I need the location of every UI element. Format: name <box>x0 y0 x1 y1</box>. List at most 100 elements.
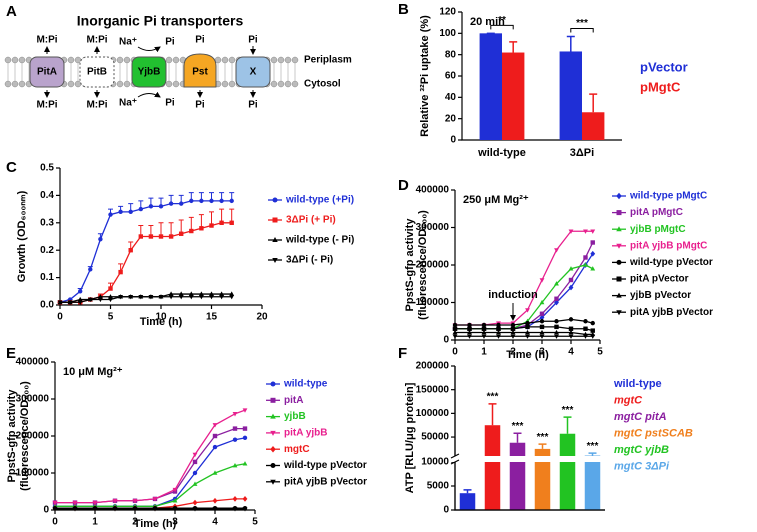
marker <box>270 413 276 419</box>
error-bar <box>219 208 225 223</box>
marker <box>67 300 73 305</box>
error-bar <box>488 403 497 426</box>
significance-bracket <box>570 28 594 33</box>
marker <box>583 255 588 260</box>
lipid-head <box>116 56 124 64</box>
marker <box>192 481 198 486</box>
marker <box>272 258 278 263</box>
y-tick-label: 400000 <box>16 357 50 368</box>
marker <box>568 229 574 234</box>
marker <box>229 291 235 296</box>
substrate-label: Pi <box>195 35 205 46</box>
marker <box>496 329 501 335</box>
y-tick-label: 0.0 <box>40 300 54 311</box>
y-tick-label: 120 <box>439 7 456 18</box>
marker <box>467 326 472 331</box>
legend-label: wild-type <box>613 378 662 390</box>
lipid-head <box>270 56 278 64</box>
bar <box>509 462 526 510</box>
marker <box>112 498 118 504</box>
error-bar <box>566 35 575 52</box>
marker <box>229 220 234 225</box>
marker <box>242 507 248 512</box>
x-tick-label: 20 <box>256 312 268 323</box>
transporter-name: Pst <box>192 67 208 78</box>
legend-label: pitA yjbB pVector <box>284 476 367 487</box>
x-tick-label: 1 <box>481 347 487 358</box>
y-tick-label: 0 <box>450 135 456 146</box>
marker <box>148 204 154 209</box>
marker <box>568 317 574 322</box>
bar <box>502 52 525 140</box>
y-axis-label: ATP [RLU/μg protein] <box>404 382 416 493</box>
y-axis-label: (fluorescence/OD₆₀₀) <box>417 210 429 320</box>
y-tick-label: 0 <box>43 505 49 516</box>
transporter-name: X <box>250 67 257 78</box>
marker <box>270 479 276 485</box>
marker <box>539 299 545 305</box>
marker <box>178 291 184 296</box>
lipid-head <box>221 80 229 88</box>
marker <box>212 507 218 512</box>
marker <box>554 248 559 253</box>
marker <box>496 334 501 339</box>
lipid-head <box>172 80 180 88</box>
ion-label: Na⁺ <box>119 37 137 48</box>
marker <box>568 284 574 291</box>
legend-label: wild-type pVector <box>629 257 713 268</box>
panel-label: B <box>398 1 409 18</box>
lipid-head <box>172 56 180 64</box>
legend-label: pVector <box>640 59 688 74</box>
legend-label: pMgtC <box>640 79 681 94</box>
legend-label: wild-type <box>283 379 328 390</box>
marker <box>270 463 276 468</box>
marker <box>138 206 143 212</box>
marker <box>108 294 113 299</box>
marker <box>118 295 124 300</box>
marker <box>88 267 93 272</box>
marker <box>168 295 174 300</box>
marker <box>108 297 113 303</box>
marker <box>92 507 98 512</box>
marker <box>192 459 198 465</box>
error-bar <box>178 219 184 234</box>
y-axis-label: Growth (OD₆₀₀ₙₘ) <box>16 190 28 282</box>
marker <box>118 209 123 215</box>
lipid-head <box>18 56 26 64</box>
marker <box>212 423 218 428</box>
legend-label: mgtC <box>614 394 643 406</box>
marker <box>270 430 276 436</box>
lipid-head <box>11 80 19 88</box>
marker <box>270 397 276 403</box>
lipid-head <box>165 56 173 64</box>
transporter-name: PitA <box>37 67 57 78</box>
significance-label: *** <box>576 18 588 29</box>
marker <box>525 324 530 330</box>
marker <box>52 507 58 512</box>
marker <box>178 295 184 300</box>
marker <box>152 497 158 502</box>
y-tick-label: 100000 <box>16 468 50 479</box>
legend-label: mgtC 3ΔPi <box>614 460 670 472</box>
x-axis-label: Time (h) <box>506 349 549 361</box>
marker <box>583 319 588 324</box>
marker <box>616 210 622 216</box>
marker <box>510 334 516 339</box>
marker <box>98 237 103 242</box>
legend-label: pitA yjbB pVector <box>630 307 713 318</box>
marker <box>467 322 472 328</box>
marker <box>97 294 103 299</box>
marker <box>209 223 214 228</box>
panel-label: F <box>398 345 407 362</box>
marker <box>229 295 235 300</box>
y-tick-label: 5000 <box>427 481 450 492</box>
bar <box>484 425 501 456</box>
x-tick-label: 0 <box>452 347 458 358</box>
marker <box>189 228 194 234</box>
bar <box>459 493 476 510</box>
y-axis-label: Relative ³²Pi uptake (%) <box>419 15 431 137</box>
marker <box>188 295 194 300</box>
lipid-head <box>116 80 124 88</box>
marker <box>525 320 530 326</box>
compartment-label: Periplasm <box>304 55 352 66</box>
